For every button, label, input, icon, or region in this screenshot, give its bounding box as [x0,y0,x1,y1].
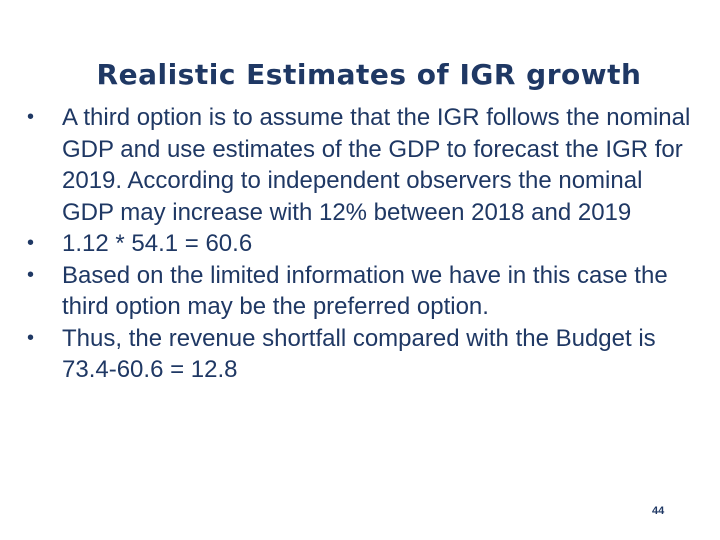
bullet-dot-icon: • [27,326,35,349]
bullet-dot-icon: • [27,263,35,286]
bullet-dot-icon: • [27,106,35,128]
bullet-item-shortfall: • Thus, the revenue shortfall compared w… [0,323,720,386]
bullet-list: • A third option is to assume that the I… [0,102,720,386]
bullet-text: Thus, the revenue shortfall compared wit… [62,324,656,384]
page-number: 44 [652,505,665,517]
slide-title: Realistic Estimates of IGR growth [96,58,642,91]
bullet-text: Based on the limited information we have… [62,261,668,321]
bullet-item-preferred-option: • Based on the limited information we ha… [0,260,720,323]
bullet-text: A third option is to assume that the IGR… [62,104,691,226]
bullet-text: 1.12 * 54.1 = 60.6 [62,230,253,257]
bullet-dot-icon: • [27,232,35,254]
bullet-item-calculation: • 1.12 * 54.1 = 60.6 [0,228,720,260]
bullet-item-gdp-option: • A third option is to assume that the I… [0,102,720,228]
